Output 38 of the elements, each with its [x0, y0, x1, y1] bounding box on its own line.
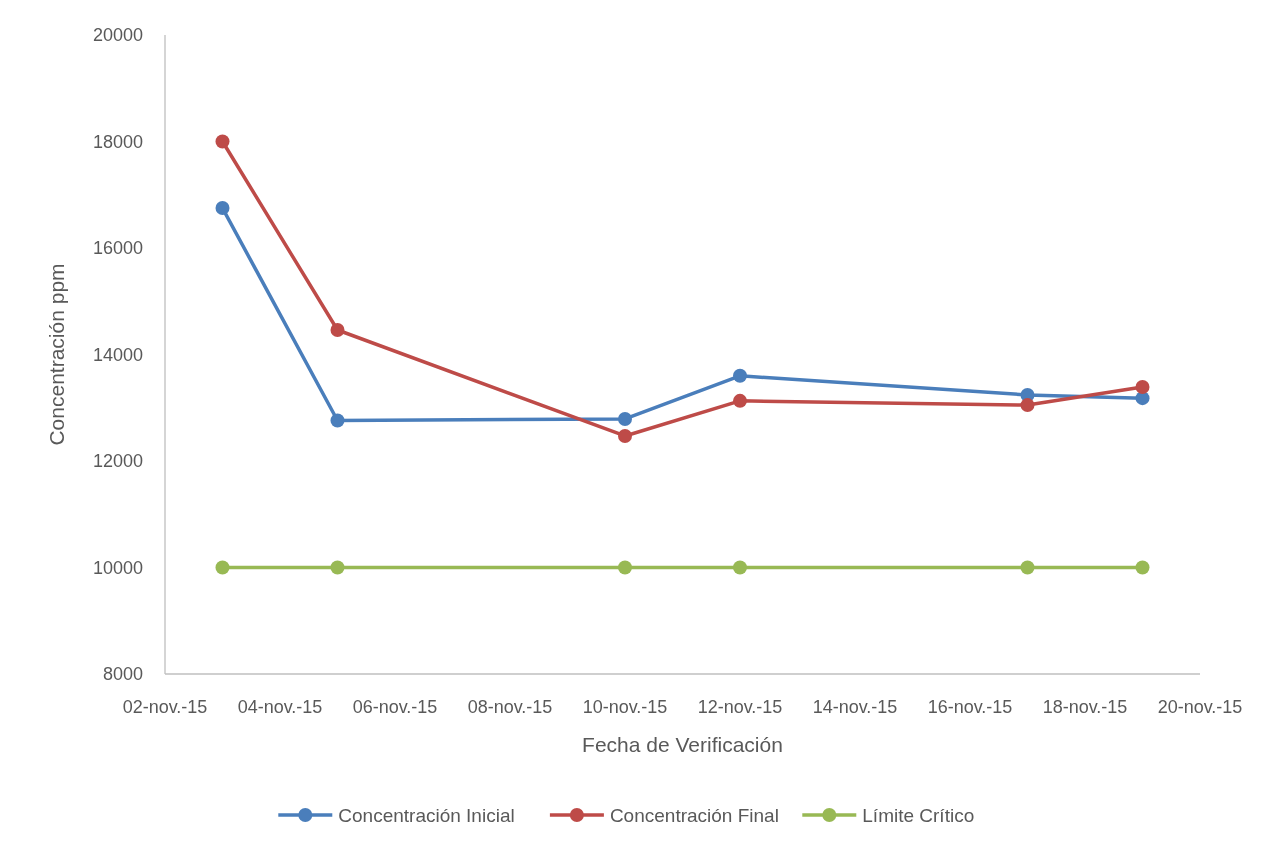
point — [1020, 398, 1035, 413]
x-tick-label: 14-nov.-15 — [812, 697, 898, 717]
y-tick-label: 18000 — [92, 131, 143, 152]
point — [733, 560, 747, 575]
point — [618, 411, 632, 426]
point — [215, 134, 230, 149]
point — [733, 368, 747, 383]
x-tick-label: 12-nov.-15 — [697, 697, 783, 717]
y-axis-title: Concentración ppm — [45, 263, 68, 446]
legend-label: Límite Crítico — [862, 804, 975, 826]
point — [330, 323, 345, 338]
legend-label: Concentración Final — [609, 804, 779, 826]
point — [618, 560, 632, 575]
point — [215, 201, 230, 216]
point — [1020, 560, 1035, 575]
point — [618, 428, 632, 443]
x-tick-label: 04-nov.-15 — [237, 697, 323, 717]
legend-label: Concentración Inicial — [338, 804, 515, 826]
point — [330, 560, 345, 575]
point — [330, 413, 345, 428]
y-tick-label: 16000 — [92, 238, 143, 259]
y-tick-label: 14000 — [92, 344, 143, 365]
point — [1135, 560, 1150, 575]
y-tick-label: 10000 — [92, 557, 143, 578]
point — [733, 393, 747, 408]
point — [1135, 379, 1150, 394]
x-tick-label: 18-nov.-15 — [1042, 697, 1128, 717]
y-tick-label: 12000 — [92, 451, 143, 472]
x-tick-label: 08-nov.-15 — [467, 697, 553, 717]
y-tick-label: 20000 — [92, 25, 143, 46]
x-tick-label: 02-nov.-15 — [122, 697, 208, 717]
x-tick-label: 06-nov.-15 — [352, 697, 438, 717]
point — [215, 560, 230, 575]
x-tick-label: 10-nov.-15 — [582, 697, 668, 717]
x-axis-title: Fecha de Verificación — [582, 733, 783, 756]
y-tick-label: 8000 — [102, 664, 143, 685]
x-tick-label: 20-nov.-15 — [1157, 697, 1243, 717]
x-tick-label: 16-nov.-15 — [927, 697, 1013, 717]
